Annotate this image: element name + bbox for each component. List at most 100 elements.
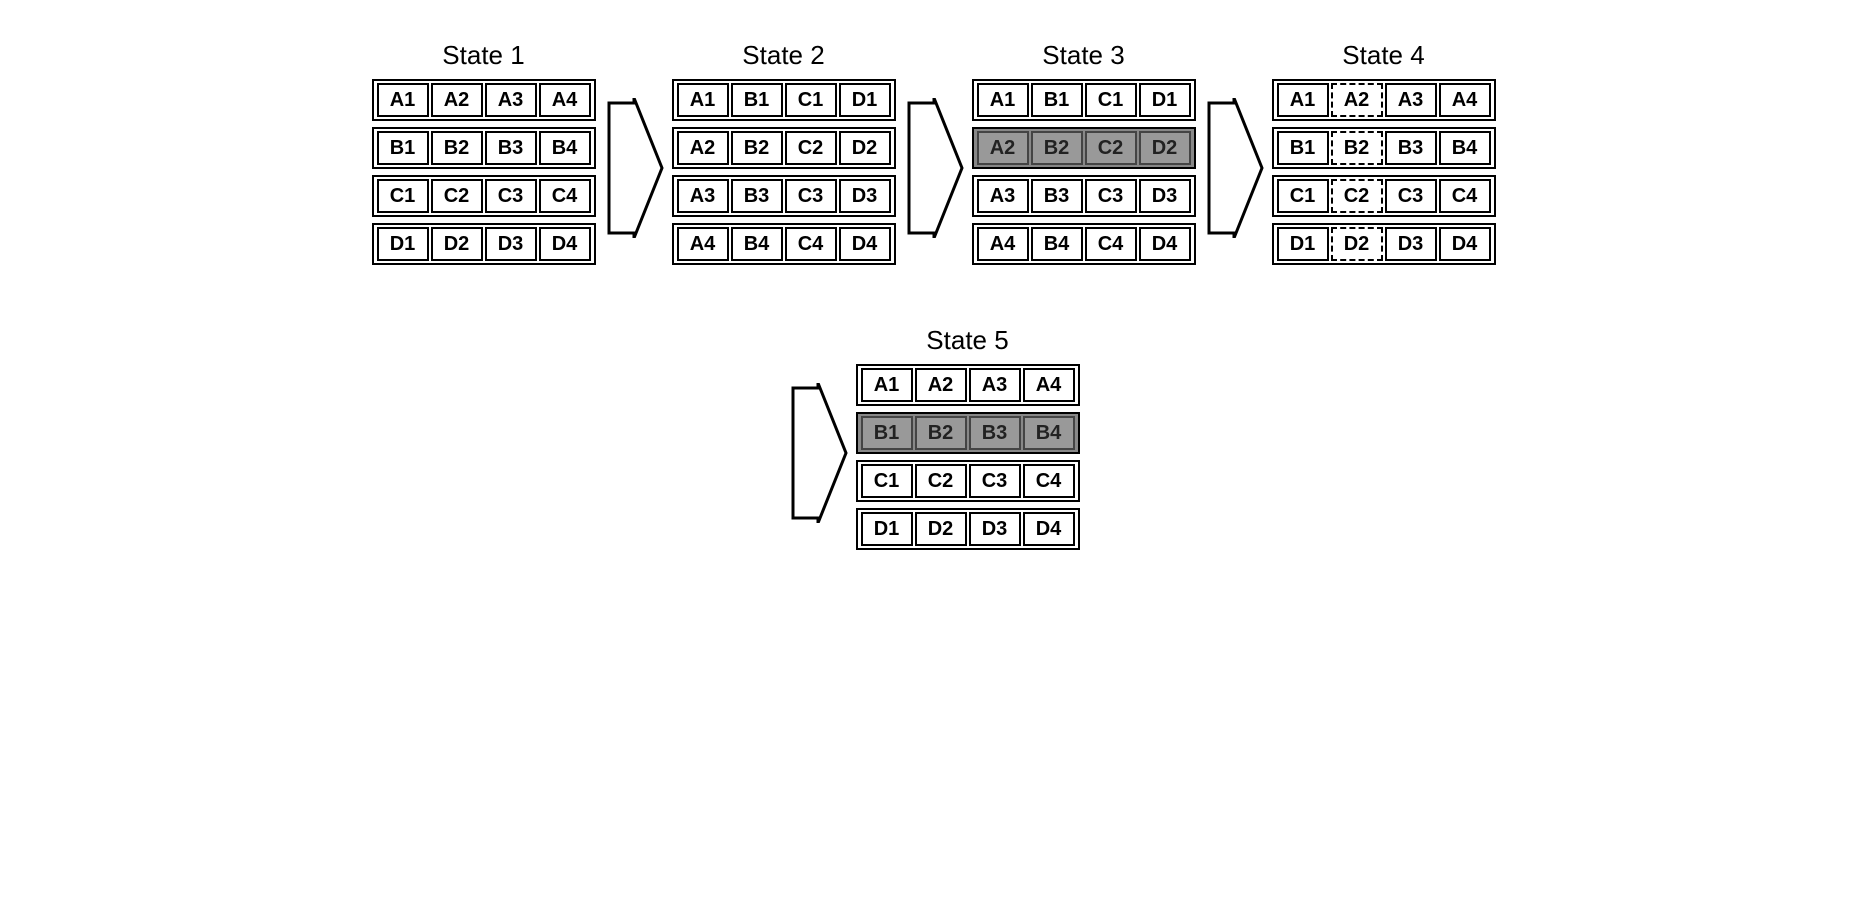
state-4-title: State 4 [1342,40,1424,71]
state-3: State 3 A1B1C1D1A2B2C2D2A3B3C3D3A4B4C4D4 [972,40,1196,265]
grid-cell: C2 [785,131,837,165]
grid-cell: D2 [431,227,483,261]
grid-cell: D3 [839,179,891,213]
grid-cell: C4 [1085,227,1137,261]
grid-row: C1C2C3C4 [856,460,1080,502]
grid-cell: B2 [731,131,783,165]
grid-cell: B1 [731,83,783,117]
grid-cell: D1 [1139,83,1191,117]
grid-row: A2B2C2D2 [672,127,896,169]
state-4: State 4 A1A2A3A4 B1B2B3B4 C1C2C3C4 D1D2D3D4 [1272,40,1496,265]
grid-cell: A2 [677,131,729,165]
grid-cell: B3 [1031,179,1083,213]
grid-row: D1D2D3D4 [1272,223,1496,265]
grid-cell: D2 [915,512,967,546]
grid-cell: D1 [839,83,891,117]
grid-cell: C3 [969,464,1021,498]
grid-row: C1C2C3C4 [372,175,596,217]
grid-cell: B2 [1031,131,1083,165]
state-2-grid: A1B1C1D1A2B2C2D2A3B3C3D3A4B4C4D4 [672,79,896,265]
grid-cell: C4 [1439,179,1491,213]
grid-cell: B1 [1277,131,1329,165]
bottom-row: State 5 A1A2A3A4 B1B2B3B4 C1C2C3C4 D1D2D3D4 [40,325,1827,550]
state-3-grid: A1B1C1D1A2B2C2D2A3B3C3D3A4B4C4D4 [972,79,1196,265]
grid-row: B1B2B3B4 [1272,127,1496,169]
grid-cell: A4 [977,227,1029,261]
state-2-title: State 2 [742,40,824,71]
grid-cell: B1 [377,131,429,165]
arrow-icon [1204,98,1264,238]
grid-cell: D2 [839,131,891,165]
grid-cell: D3 [485,227,537,261]
grid-cell: C4 [785,227,837,261]
grid-row: A4B4C4D4 [672,223,896,265]
grid-cell: B3 [969,416,1021,450]
grid-cell: D2 [1331,227,1383,261]
grid-cell: D4 [1439,227,1491,261]
grid-cell: D2 [1139,131,1191,165]
arrow-icon [604,98,664,238]
grid-cell: C4 [539,179,591,213]
grid-cell: C3 [1385,179,1437,213]
grid-cell: C2 [915,464,967,498]
grid-row: A1A2A3A4 [1272,79,1496,121]
grid-cell: B2 [915,416,967,450]
grid-cell: A3 [969,368,1021,402]
grid-cell: A2 [977,131,1029,165]
grid-cell: B4 [1023,416,1075,450]
grid-row: B1B2B3B4 [856,412,1080,454]
state-2: State 2 A1B1C1D1A2B2C2D2A3B3C3D3A4B4C4D4 [672,40,896,265]
grid-cell: B1 [1031,83,1083,117]
grid-row: A3B3C3D3 [972,175,1196,217]
top-row: State 1 A1A2A3A4B1B2B3B4C1C2C3C4D1D2D3D4… [40,40,1827,265]
grid-cell: D3 [1385,227,1437,261]
grid-cell: D3 [969,512,1021,546]
grid-cell: A4 [677,227,729,261]
state-1: State 1 A1A2A3A4B1B2B3B4C1C2C3C4D1D2D3D4 [372,40,596,265]
grid-cell: C2 [431,179,483,213]
grid-cell: B4 [539,131,591,165]
state-1-title: State 1 [442,40,524,71]
grid-cell: C1 [1085,83,1137,117]
grid-row: A1B1C1D1 [672,79,896,121]
state-1-grid: A1A2A3A4B1B2B3B4C1C2C3C4D1D2D3D4 [372,79,596,265]
grid-cell: C2 [1085,131,1137,165]
arrow-icon [904,98,964,238]
grid-cell: B4 [1439,131,1491,165]
state-5-title: State 5 [926,325,1008,356]
grid-cell: B2 [431,131,483,165]
grid-cell: B4 [1031,227,1083,261]
grid-cell: C3 [785,179,837,213]
grid-cell: D1 [861,512,913,546]
grid-cell: A3 [485,83,537,117]
grid-cell: D1 [377,227,429,261]
grid-cell: B3 [485,131,537,165]
grid-cell: A1 [861,368,913,402]
grid-cell: A2 [431,83,483,117]
grid-row: A1A2A3A4 [856,364,1080,406]
grid-cell: D1 [1277,227,1329,261]
grid-cell: C1 [785,83,837,117]
grid-cell: A4 [1023,368,1075,402]
grid-cell: A1 [1277,83,1329,117]
grid-row: C1C2C3C4 [1272,175,1496,217]
grid-cell: B1 [861,416,913,450]
grid-cell: B4 [731,227,783,261]
grid-row: A4B4C4D4 [972,223,1196,265]
grid-cell: A3 [1385,83,1437,117]
grid-cell: C2 [1331,179,1383,213]
grid-cell: D4 [1023,512,1075,546]
state-3-title: State 3 [1042,40,1124,71]
grid-cell: A4 [1439,83,1491,117]
state-5-grid: A1A2A3A4 B1B2B3B4 C1C2C3C4 D1D2D3D4 [856,364,1080,550]
grid-cell: A3 [977,179,1029,213]
grid-row: A2B2C2D2 [972,127,1196,169]
arrow-icon [788,383,848,523]
grid-row: D1D2D3D4 [372,223,596,265]
state-4-grid: A1A2A3A4 B1B2B3B4 C1C2C3C4 D1D2D3D4 [1272,79,1496,265]
grid-cell: C1 [377,179,429,213]
grid-cell: A2 [915,368,967,402]
grid-cell: A4 [539,83,591,117]
grid-cell: D3 [1139,179,1191,213]
grid-cell: C1 [861,464,913,498]
